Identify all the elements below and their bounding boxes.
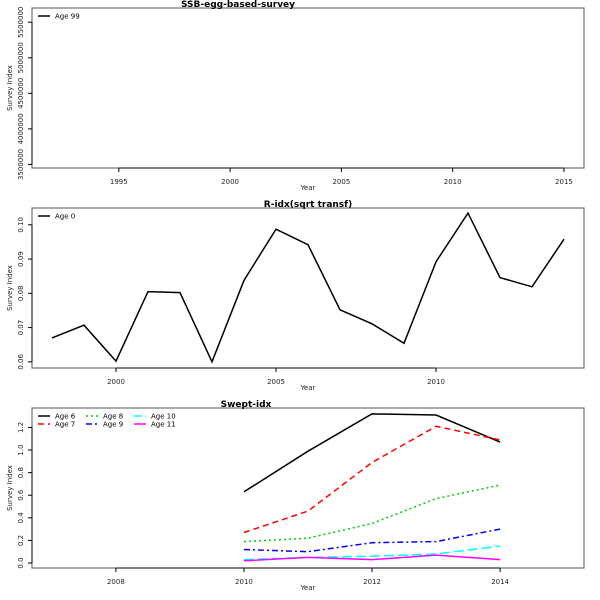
y-tick-label: 1.2 <box>17 422 25 433</box>
chart-title: Swept-idx <box>221 400 272 410</box>
series-line-age-7 <box>243 425 501 534</box>
plot-frame <box>31 407 585 569</box>
legend-label: Age 6 <box>55 413 76 421</box>
y-axis-label: Survey Index <box>6 465 14 511</box>
legend-label: Age 10 <box>151 413 176 421</box>
y-tick-label: 0.07 <box>17 320 25 336</box>
x-tick-label: 2005 <box>332 178 350 186</box>
y-tick-label: 3500000 <box>17 149 25 180</box>
x-axis-label: Year <box>300 184 316 192</box>
x-tick-label: 2000 <box>107 378 125 386</box>
series-line-age-9 <box>243 528 501 553</box>
x-tick-label: 2010 <box>427 378 445 386</box>
chart-panel-3: Swept-idx 2008 2010 2012 2014 Year 0.0 0.2 0.4 0.… <box>6 400 585 592</box>
y-tick-label: 0.08 <box>17 286 25 302</box>
y-tick-label: 0.06 <box>17 353 25 369</box>
x-tick-label: 2010 <box>235 578 253 586</box>
y-axis-label: Survey Index <box>6 265 14 311</box>
x-tick-label: 2000 <box>221 178 239 186</box>
y-axis-label: Survey Index <box>6 65 14 111</box>
y-tick-label: 0.4 <box>17 512 25 524</box>
x-tick-label: 2008 <box>107 578 125 586</box>
x-axis-label: Year <box>300 384 316 392</box>
x-tick-label: 2014 <box>491 578 509 586</box>
chart-title: R-idx(sqrt transf) <box>264 200 352 210</box>
legend-label: Age 8 <box>103 413 123 421</box>
y-tick-label: 5500000 <box>17 7 25 38</box>
x-tick-label: 2012 <box>363 578 381 586</box>
y-tick-label: 0.8 <box>17 467 25 478</box>
legend-label: Age 11 <box>151 421 176 429</box>
series-line-age-0 <box>51 211 565 364</box>
y-tick-label: 4500000 <box>17 78 25 109</box>
y-tick-label: 4000000 <box>17 113 25 144</box>
legend-label: Age 9 <box>103 421 123 429</box>
y-tick-label: 5000000 <box>17 42 25 73</box>
x-tick-label: 1995 <box>110 178 128 186</box>
chart-panel-2: R-idx(sqrt transf) 2000 2005 2010 Year 0.06 0.… <box>6 200 585 392</box>
x-tick-label: 2010 <box>444 178 462 186</box>
y-tick-label: 0.6 <box>17 489 25 501</box>
y-tick-label: 1.0 <box>17 444 25 455</box>
chart-title: SSB-egg-based-survey <box>181 0 295 10</box>
x-tick-label: 2015 <box>555 178 573 186</box>
x-tick-label: 2005 <box>267 378 285 386</box>
series-line-age-8 <box>243 484 501 543</box>
y-tick-label: 0.0 <box>17 557 25 568</box>
x-axis-label: Year <box>300 584 316 592</box>
y-tick-label: 0.2 <box>17 535 25 546</box>
plot-frame <box>31 207 585 369</box>
series-line-age-6 <box>243 413 501 493</box>
plot-frame <box>31 7 585 169</box>
legend-label: Age 99 <box>55 13 80 21</box>
legend-label: Age 7 <box>55 421 75 429</box>
y-tick-label: 0.09 <box>17 251 25 267</box>
chart-panel-1: SSB-egg-based-survey 1995 2000 2005 2010 2015… <box>6 0 585 192</box>
legend-label: Age 0 <box>55 213 75 221</box>
y-tick-label: 0.10 <box>17 217 25 233</box>
